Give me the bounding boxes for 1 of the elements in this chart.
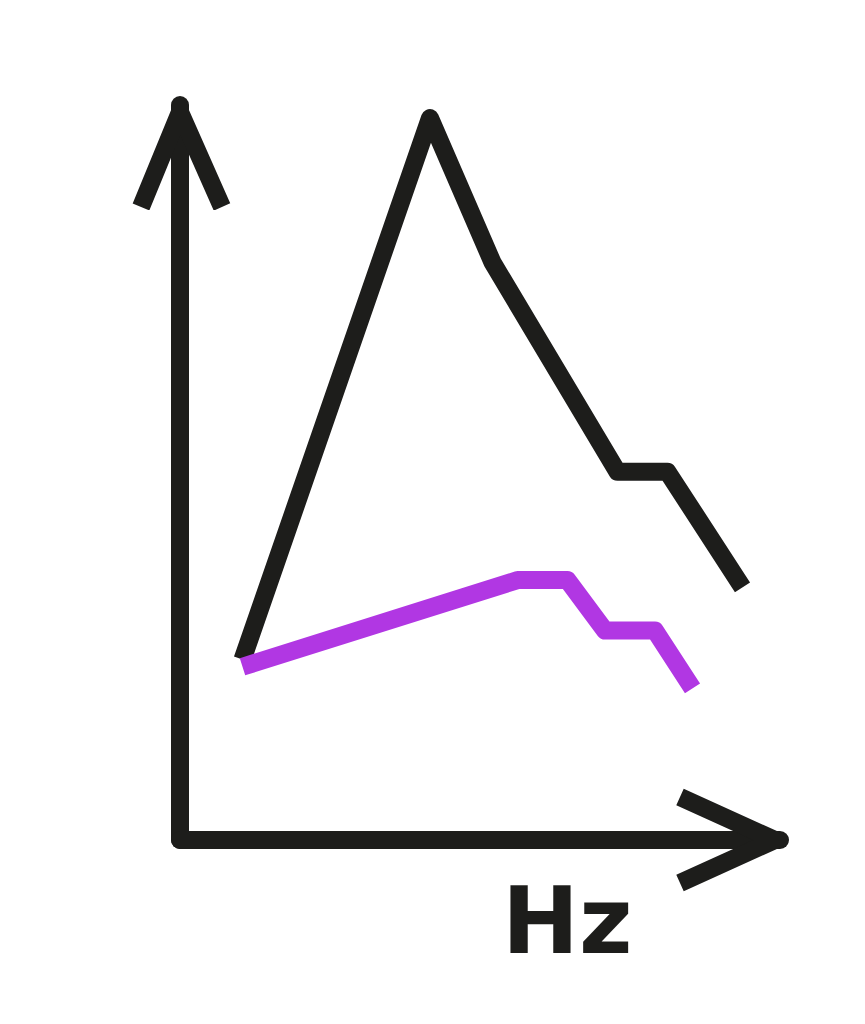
x-axis-title: Hz	[502, 867, 633, 975]
